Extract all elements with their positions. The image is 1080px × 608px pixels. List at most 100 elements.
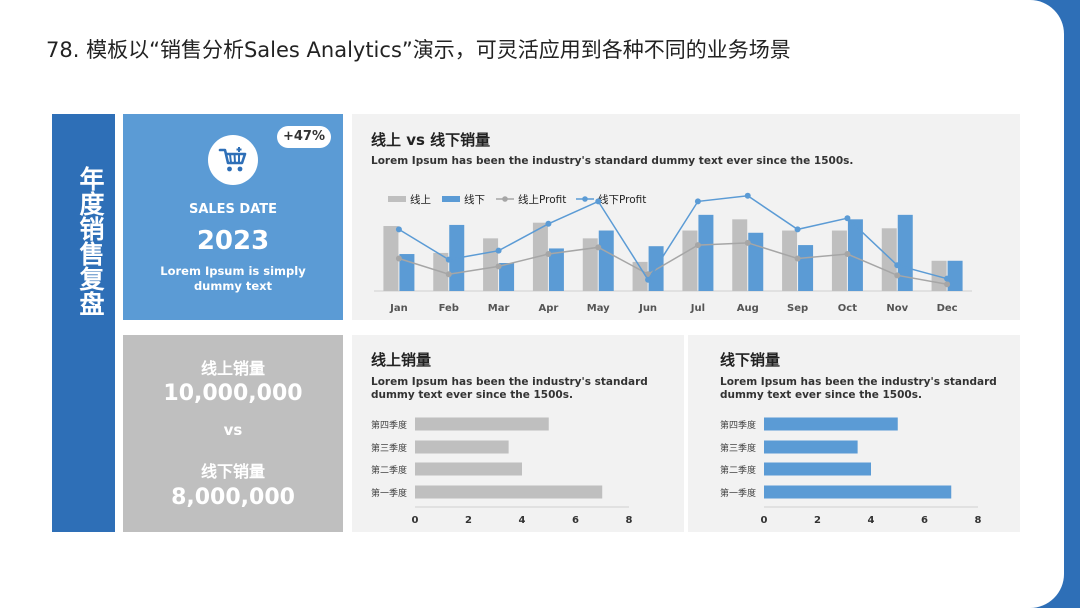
bar-online	[881, 228, 897, 291]
comparison-card: 线上销量 10,000,000 vs 线下销量 8,000,000	[123, 335, 343, 532]
bar-online	[682, 230, 698, 291]
hbar	[764, 417, 898, 431]
hbar	[415, 440, 509, 454]
main-chart-subtitle: Lorem Ipsum has been the industry's stan…	[371, 155, 854, 167]
line-point	[944, 275, 951, 282]
legend-marker-2	[502, 196, 508, 202]
shopping-cart-icon	[218, 147, 247, 172]
offline-value: 8,000,000	[171, 485, 295, 510]
kpi-year: 2023	[196, 226, 270, 256]
cart-icon-circle	[208, 135, 258, 185]
bar-online	[782, 230, 798, 291]
bar-offline	[847, 219, 863, 291]
x-tick-label: Mar	[488, 303, 510, 314]
line-point	[645, 271, 652, 278]
line-point	[894, 272, 901, 279]
x-tick-label: Sep	[787, 303, 808, 314]
legend-swatch-1	[442, 196, 460, 202]
line-point	[744, 192, 751, 199]
bar-online	[532, 222, 548, 291]
legend-swatch-0	[388, 196, 406, 202]
line-point	[545, 251, 552, 258]
bar-offline	[897, 214, 913, 291]
x-tick-label: 0	[761, 515, 768, 526]
line-point	[844, 251, 851, 258]
line-point	[794, 255, 801, 262]
kpi-description: Lorem Ipsum is simply dummy text	[160, 264, 306, 293]
legend-label-2: 线上Profit	[518, 193, 566, 206]
x-tick-label: May	[587, 303, 610, 314]
main-chart-title: 线上 vs 线下销量	[371, 131, 491, 149]
main-chart: 线上 线下 线上Profit 线下Profit Jan Feb Mar Apr May Jun Ju…	[374, 192, 972, 314]
x-tick-label: Jan	[389, 303, 408, 314]
bar-online	[632, 261, 648, 291]
y-category-label: 第四季度	[371, 419, 407, 431]
x-tick-label: 6	[921, 515, 928, 526]
legend-label-1: 线下	[464, 193, 485, 206]
line-point	[595, 244, 602, 251]
bar-offline	[947, 260, 963, 291]
online-chart-panel: 线上销量 Lorem Ipsum has been the industry's…	[352, 335, 684, 532]
side-title: 年度销售复盘	[76, 166, 105, 316]
bar-offline	[499, 263, 515, 291]
bar-offline	[548, 248, 564, 291]
line-series-online-profit	[398, 242, 948, 286]
line-series-offline-profit	[398, 195, 948, 282]
hbar	[415, 462, 522, 476]
line-point	[445, 256, 452, 263]
bar-online	[483, 238, 499, 291]
line-point	[595, 198, 602, 205]
bar-online	[582, 238, 598, 291]
line-point	[794, 226, 801, 233]
bar-offline	[399, 254, 415, 291]
x-tick-label: 4	[519, 515, 526, 526]
bar-offline	[698, 214, 714, 291]
x-tick-label: Apr	[538, 303, 558, 314]
line-point	[495, 247, 502, 254]
online-value: 10,000,000	[163, 381, 303, 406]
y-category-label: 第二季度	[720, 464, 756, 476]
legend-label-0: 线上	[410, 193, 431, 206]
x-tick-label: 2	[814, 515, 821, 526]
growth-badge: +47%	[277, 126, 331, 148]
hbar	[764, 440, 858, 454]
y-category-label: 第一季度	[720, 487, 756, 499]
line-point	[495, 263, 502, 270]
hbar	[415, 417, 549, 431]
main-chart-panel: 线上 vs 线下销量 Lorem Ipsum has been the indu…	[352, 114, 1020, 320]
bar-online	[383, 226, 399, 291]
y-category-label: 第三季度	[720, 442, 756, 454]
side-title-band: 年度销售复盘	[52, 114, 115, 532]
offline-chart-panel: 线下销量 Lorem Ipsum has been the industry's…	[688, 335, 1020, 532]
line-point	[944, 281, 951, 288]
legend-marker-3	[582, 196, 588, 202]
bar-offline	[598, 230, 614, 291]
online-chart-title: 线上销量	[371, 351, 432, 369]
line-point	[694, 198, 701, 205]
hbar	[415, 485, 603, 499]
line-point	[445, 271, 452, 278]
line-point	[395, 255, 402, 262]
x-tick-label: 6	[572, 515, 579, 526]
line-point	[395, 226, 402, 233]
y-category-label: 第二季度	[371, 464, 407, 476]
legend-label-3: 线下Profit	[598, 193, 646, 206]
line-point	[545, 220, 552, 227]
online-label: 线上销量	[200, 359, 265, 378]
x-tick-label: Dec	[937, 303, 958, 314]
x-tick-label: 0	[412, 515, 419, 526]
offline-chart-title: 线下销量	[720, 351, 781, 369]
x-tick-label: 8	[626, 515, 633, 526]
x-tick-label: Oct	[838, 303, 857, 314]
line-point	[694, 242, 701, 249]
x-tick-label: Feb	[439, 303, 459, 314]
x-tick-label: Jun	[638, 303, 657, 314]
x-tick-label: 4	[868, 515, 875, 526]
line-point	[844, 215, 851, 222]
line-point	[645, 276, 652, 283]
line-point	[744, 239, 751, 246]
x-tick-label: 2	[465, 515, 472, 526]
bar-offline	[798, 245, 814, 291]
